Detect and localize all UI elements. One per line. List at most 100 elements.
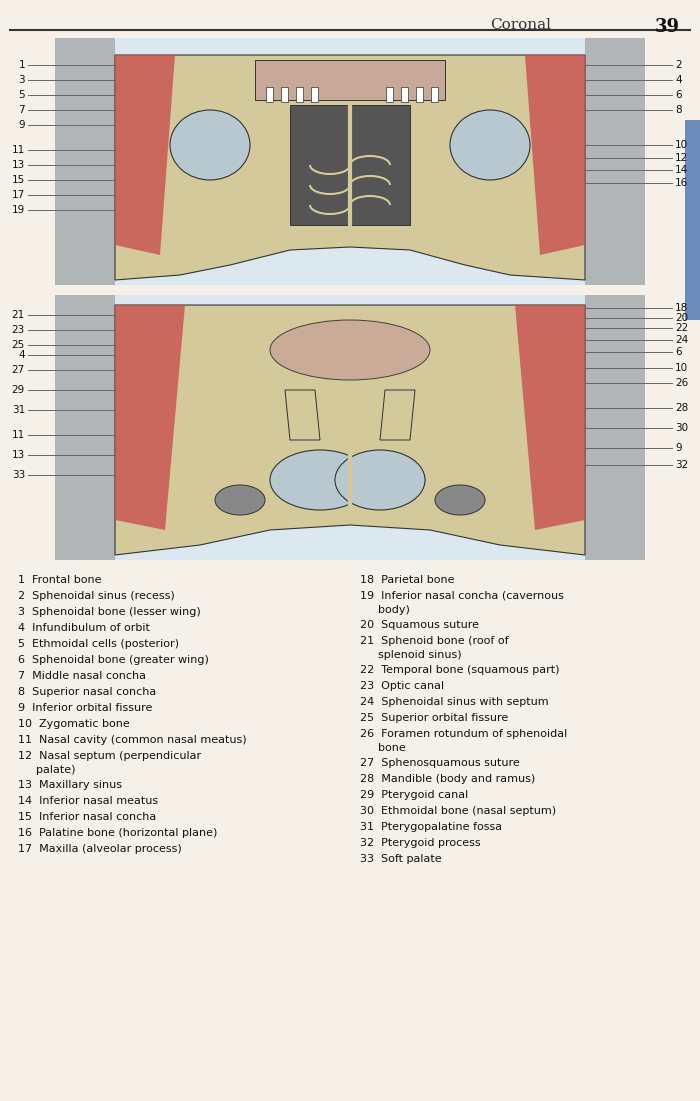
Text: 27: 27 xyxy=(12,366,25,375)
Text: 1: 1 xyxy=(18,59,25,70)
Ellipse shape xyxy=(450,110,530,179)
Text: Coronal: Coronal xyxy=(490,18,551,32)
Text: 39: 39 xyxy=(655,18,680,36)
Text: 28: 28 xyxy=(675,403,688,413)
Text: 9  Inferior orbital fissure: 9 Inferior orbital fissure xyxy=(18,704,153,713)
Bar xyxy=(416,87,423,102)
Polygon shape xyxy=(115,305,185,530)
Ellipse shape xyxy=(270,320,430,380)
Bar xyxy=(431,87,438,102)
Polygon shape xyxy=(115,55,585,280)
Text: 9: 9 xyxy=(18,120,25,130)
Text: 12  Nasal septum (perpendicular: 12 Nasal septum (perpendicular xyxy=(18,751,201,761)
Text: 26: 26 xyxy=(675,378,688,388)
Bar xyxy=(685,120,700,320)
Bar xyxy=(585,39,645,285)
Text: 30: 30 xyxy=(675,423,688,433)
Text: 3: 3 xyxy=(18,75,25,85)
Text: 31  Pterygopalatine fossa: 31 Pterygopalatine fossa xyxy=(360,822,502,832)
Bar xyxy=(255,59,445,100)
Ellipse shape xyxy=(270,450,370,510)
Text: 23  Optic canal: 23 Optic canal xyxy=(360,682,444,691)
Text: 12: 12 xyxy=(675,153,688,163)
Text: 24  Sphenoidal sinus with septum: 24 Sphenoidal sinus with septum xyxy=(360,697,549,707)
Text: 4  Infundibulum of orbit: 4 Infundibulum of orbit xyxy=(18,623,150,633)
Text: 1  Frontal bone: 1 Frontal bone xyxy=(18,575,102,585)
Text: 14: 14 xyxy=(675,165,688,175)
Text: bone: bone xyxy=(378,743,406,753)
Text: 20  Squamous suture: 20 Squamous suture xyxy=(360,620,479,630)
Text: 26  Foramen rotundum of sphenoidal: 26 Foramen rotundum of sphenoidal xyxy=(360,729,567,739)
Text: 5  Ethmoidal cells (posterior): 5 Ethmoidal cells (posterior) xyxy=(18,639,179,648)
Text: palate): palate) xyxy=(36,765,76,775)
Text: 20: 20 xyxy=(675,313,688,323)
Text: 23: 23 xyxy=(12,325,25,335)
Text: 29: 29 xyxy=(12,385,25,395)
Text: 15: 15 xyxy=(12,175,25,185)
Bar xyxy=(585,295,645,560)
Text: 27  Sphenosquamous suture: 27 Sphenosquamous suture xyxy=(360,757,519,768)
Bar xyxy=(296,87,303,102)
Text: 32  Pterygoid process: 32 Pterygoid process xyxy=(360,838,481,848)
Polygon shape xyxy=(115,305,585,555)
Text: 19: 19 xyxy=(12,205,25,215)
Text: 10: 10 xyxy=(675,363,688,373)
Text: 6  Sphenoidal bone (greater wing): 6 Sphenoidal bone (greater wing) xyxy=(18,655,209,665)
Text: 10: 10 xyxy=(675,140,688,150)
Text: 11: 11 xyxy=(12,430,25,440)
Text: 16: 16 xyxy=(675,178,688,188)
Bar xyxy=(311,87,318,102)
Text: 28  Mandible (body and ramus): 28 Mandible (body and ramus) xyxy=(360,774,536,784)
Text: 7  Middle nasal concha: 7 Middle nasal concha xyxy=(18,671,146,682)
Text: 4: 4 xyxy=(18,350,25,360)
Text: 11: 11 xyxy=(12,145,25,155)
Bar xyxy=(266,87,273,102)
Text: 17  Maxilla (alveolar process): 17 Maxilla (alveolar process) xyxy=(18,844,182,854)
Text: 16  Palatine bone (horizontal plane): 16 Palatine bone (horizontal plane) xyxy=(18,828,218,838)
Text: 19  Inferior nasal concha (cavernous: 19 Inferior nasal concha (cavernous xyxy=(360,591,564,601)
Text: 2: 2 xyxy=(675,59,682,70)
Bar xyxy=(401,87,408,102)
Text: 14  Inferior nasal meatus: 14 Inferior nasal meatus xyxy=(18,796,158,806)
Text: 10  Zygomatic bone: 10 Zygomatic bone xyxy=(18,719,130,729)
Text: 9: 9 xyxy=(675,443,682,453)
Text: 24: 24 xyxy=(675,335,688,345)
Polygon shape xyxy=(515,305,585,530)
Text: 15  Inferior nasal concha: 15 Inferior nasal concha xyxy=(18,813,156,822)
Text: 6: 6 xyxy=(675,90,682,100)
Text: 22  Temporal bone (squamous part): 22 Temporal bone (squamous part) xyxy=(360,665,559,675)
Ellipse shape xyxy=(435,486,485,515)
Bar xyxy=(55,295,115,560)
Text: 25  Superior orbital fissure: 25 Superior orbital fissure xyxy=(360,713,508,723)
Bar xyxy=(281,87,288,102)
Bar xyxy=(55,295,645,560)
Text: 17: 17 xyxy=(12,190,25,200)
Ellipse shape xyxy=(215,486,265,515)
Text: 21: 21 xyxy=(12,310,25,320)
Text: 8: 8 xyxy=(675,105,682,115)
Text: 33: 33 xyxy=(12,470,25,480)
Text: 18: 18 xyxy=(675,303,688,313)
Text: 25: 25 xyxy=(12,340,25,350)
Text: 32: 32 xyxy=(675,460,688,470)
Text: 4: 4 xyxy=(675,75,682,85)
Text: 22: 22 xyxy=(675,323,688,333)
Ellipse shape xyxy=(170,110,250,179)
Text: 2  Sphenoidal sinus (recess): 2 Sphenoidal sinus (recess) xyxy=(18,591,175,601)
Text: 31: 31 xyxy=(12,405,25,415)
Text: 5: 5 xyxy=(18,90,25,100)
Polygon shape xyxy=(380,390,415,440)
Text: 8  Superior nasal concha: 8 Superior nasal concha xyxy=(18,687,156,697)
Text: 18  Parietal bone: 18 Parietal bone xyxy=(360,575,454,585)
Text: 6: 6 xyxy=(675,347,682,357)
Text: 29  Pterygoid canal: 29 Pterygoid canal xyxy=(360,791,468,800)
Text: 13: 13 xyxy=(12,450,25,460)
Text: 21  Sphenoid bone (roof of: 21 Sphenoid bone (roof of xyxy=(360,636,509,646)
Polygon shape xyxy=(525,55,585,255)
Bar xyxy=(55,39,115,285)
Text: 3  Sphenoidal bone (lesser wing): 3 Sphenoidal bone (lesser wing) xyxy=(18,607,201,617)
Polygon shape xyxy=(115,55,175,255)
Text: splenoid sinus): splenoid sinus) xyxy=(378,650,461,659)
Text: 11  Nasal cavity (common nasal meatus): 11 Nasal cavity (common nasal meatus) xyxy=(18,735,246,745)
Text: 13: 13 xyxy=(12,160,25,170)
